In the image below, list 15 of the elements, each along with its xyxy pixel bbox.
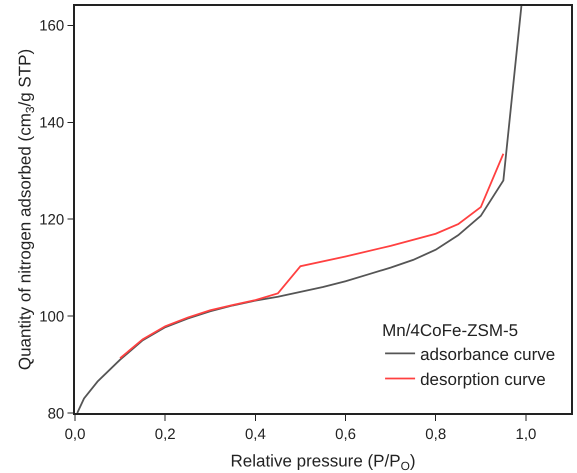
x-tick-label: 0,8	[425, 426, 446, 443]
legend-label: adsorbance curve	[420, 345, 556, 364]
x-tick-label: 0,2	[154, 426, 176, 443]
y-tick-label: 120	[39, 211, 64, 228]
y-tick-label: 100	[39, 308, 64, 326]
x-axis-title: Relative pressure (P/P$_{O}$)	[230, 451, 416, 473]
x-tick-label: 0,0	[64, 426, 86, 443]
legend-title: Mn/4CoFe-ZSM-5	[382, 320, 518, 340]
x-tick-label: 0,4	[244, 426, 266, 443]
y-tick-label: 140	[39, 114, 64, 132]
x-tick-label: 0,6	[335, 426, 356, 443]
y-tick-label: 160	[39, 18, 64, 35]
y-tick-label: 80	[48, 405, 64, 422]
x-tick-label: 1,0	[515, 426, 536, 443]
legend-label: desorption curve	[420, 370, 546, 390]
